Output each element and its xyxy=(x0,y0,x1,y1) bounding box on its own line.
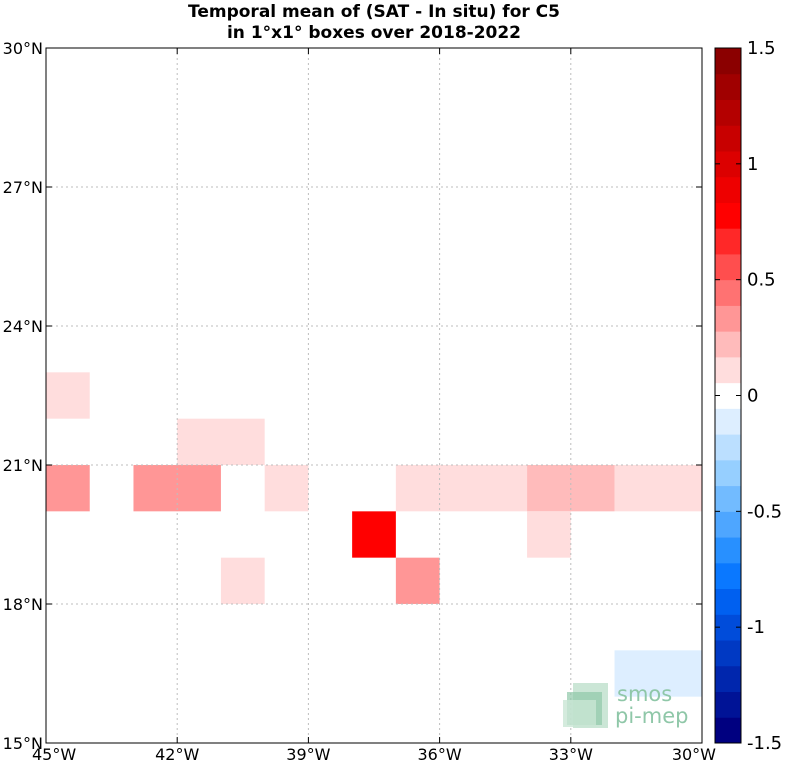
colorbar-tick-label-6: -1.5 xyxy=(747,733,782,754)
colorbar-tick-label-4: -0.5 xyxy=(747,501,782,522)
heatmap-cell-1 xyxy=(177,418,265,465)
colorbar-segment-2 xyxy=(715,665,741,693)
colorbar-tick-label-5: -1 xyxy=(747,617,765,638)
logo-waves-icon xyxy=(563,683,608,728)
colorbar-segment-9 xyxy=(715,485,741,512)
x-axis: 45°W 42°W 39°W 36°W 33°W 30°W xyxy=(32,48,716,763)
heatmap-cell-7 xyxy=(614,465,702,512)
x-tick-label-0: 45°W xyxy=(32,745,76,763)
x-tick-label-3: 36°W xyxy=(418,745,462,763)
colorbar-tick-label-1: 1 xyxy=(747,154,758,175)
colorbar-segment-3 xyxy=(715,640,741,667)
colorbar-segment-8 xyxy=(715,511,741,538)
heatmap-cell-5 xyxy=(395,465,528,512)
heatmap-cell-9 xyxy=(527,511,571,558)
y-tick-label-3: 24°N xyxy=(3,317,43,336)
chart-title-line-2: in 1°x1° boxes over 2018-2022 xyxy=(227,23,521,43)
y-tick-label-2: 21°N xyxy=(3,456,43,475)
x-tick-label-5: 30°W xyxy=(672,745,716,763)
colorbar xyxy=(715,48,741,744)
y-axis: 15°N 18°N 21°N 24°N 27°N 30°N xyxy=(3,39,702,753)
colorbar-segment-7 xyxy=(715,537,741,564)
heatmap-cell-0 xyxy=(46,372,90,419)
y-tick-label-0: 15°N xyxy=(3,734,43,753)
colorbar-tick-label-0: 1.5 xyxy=(747,38,776,59)
grid-lines xyxy=(45,47,703,744)
y-tick-label-5: 30°N xyxy=(3,39,43,58)
colorbar-segment-15 xyxy=(715,331,741,358)
colorbar-segment-18 xyxy=(715,253,741,281)
heatmap-cell-12 xyxy=(614,650,702,697)
colorbar-ticks: 1.5 1 0.5 0 -0.5 -1 -1.5 xyxy=(715,38,782,754)
colorbar-segment-0 xyxy=(715,717,741,744)
plot-frame xyxy=(45,47,703,744)
heatmap-cells xyxy=(46,372,702,697)
colorbar-segment-6 xyxy=(715,562,741,590)
chart-title-line-1: Temporal mean of (SAT - In situ) for C5 xyxy=(188,2,560,22)
colorbar-segment-12 xyxy=(715,408,741,435)
x-tick-label-1: 42°W xyxy=(155,745,199,763)
heatmap-cell-2 xyxy=(46,465,90,512)
logo-line-2: pi-mep xyxy=(615,704,688,728)
colorbar-segment-19 xyxy=(715,228,741,255)
colorbar-segment-20 xyxy=(715,202,741,229)
colorbar-segment-25 xyxy=(715,73,741,100)
heatmap-cell-4 xyxy=(264,465,309,512)
colorbar-segment-17 xyxy=(715,279,741,306)
colorbar-segment-11 xyxy=(715,434,741,461)
colorbar-segment-16 xyxy=(715,305,741,332)
colorbar-segment-21 xyxy=(715,176,741,203)
colorbar-segment-24 xyxy=(715,99,741,126)
y-tick-label-4: 27°N xyxy=(3,178,43,197)
heatmap-cell-10 xyxy=(220,557,265,604)
smos-pi-mep-logo: smos pi-mep xyxy=(563,682,688,728)
colorbar-segment-1 xyxy=(715,691,741,718)
x-tick-label-4: 33°W xyxy=(549,745,593,763)
colorbar-segment-23 xyxy=(715,125,741,152)
colorbar-segment-10 xyxy=(715,459,741,487)
logo-line-1: smos xyxy=(617,682,672,706)
colorbar-segment-5 xyxy=(715,588,741,615)
colorbar-tick-label-2: 0.5 xyxy=(747,270,776,291)
colorbar-segment-26 xyxy=(715,48,741,75)
y-tick-label-1: 18°N xyxy=(3,595,43,614)
heatmap-cell-11 xyxy=(395,557,440,604)
x-tick-label-2: 39°W xyxy=(286,745,330,763)
colorbar-tick-label-3: 0 xyxy=(747,386,758,407)
heatmap-cell-8 xyxy=(352,511,396,558)
colorbar-segment-14 xyxy=(715,356,741,384)
